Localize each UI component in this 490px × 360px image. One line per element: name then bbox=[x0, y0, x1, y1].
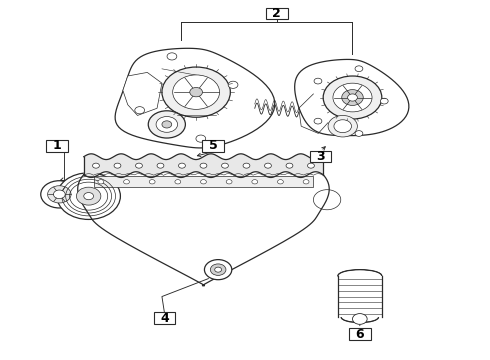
Circle shape bbox=[76, 187, 101, 205]
Text: 1: 1 bbox=[52, 139, 61, 152]
Circle shape bbox=[210, 264, 226, 275]
Text: 2: 2 bbox=[272, 7, 281, 20]
Circle shape bbox=[352, 314, 367, 324]
Circle shape bbox=[162, 121, 172, 128]
Circle shape bbox=[265, 163, 271, 168]
Circle shape bbox=[355, 131, 363, 136]
Polygon shape bbox=[294, 59, 409, 136]
Text: 6: 6 bbox=[356, 328, 364, 341]
Circle shape bbox=[286, 163, 293, 168]
Circle shape bbox=[196, 135, 206, 142]
Circle shape bbox=[190, 87, 202, 97]
Circle shape bbox=[178, 163, 185, 168]
Circle shape bbox=[342, 90, 363, 105]
Circle shape bbox=[175, 180, 181, 184]
Circle shape bbox=[157, 163, 164, 168]
Circle shape bbox=[200, 180, 206, 184]
Circle shape bbox=[380, 98, 388, 104]
Circle shape bbox=[135, 107, 145, 114]
Circle shape bbox=[228, 81, 238, 89]
FancyBboxPatch shape bbox=[46, 140, 68, 152]
Circle shape bbox=[167, 53, 177, 60]
Circle shape bbox=[252, 180, 258, 184]
Circle shape bbox=[314, 190, 341, 210]
Text: 3: 3 bbox=[317, 150, 325, 163]
Circle shape bbox=[221, 163, 228, 168]
Circle shape bbox=[328, 116, 357, 137]
Polygon shape bbox=[123, 72, 162, 116]
FancyBboxPatch shape bbox=[349, 328, 370, 340]
Circle shape bbox=[314, 78, 322, 84]
Circle shape bbox=[226, 180, 232, 184]
Circle shape bbox=[333, 83, 372, 112]
Circle shape bbox=[200, 163, 207, 168]
Circle shape bbox=[136, 163, 143, 168]
Circle shape bbox=[41, 181, 78, 208]
Circle shape bbox=[303, 180, 309, 184]
Circle shape bbox=[308, 163, 315, 168]
Circle shape bbox=[114, 163, 121, 168]
Ellipse shape bbox=[338, 270, 382, 282]
Circle shape bbox=[66, 190, 94, 210]
FancyBboxPatch shape bbox=[202, 140, 224, 152]
Circle shape bbox=[277, 180, 283, 184]
Circle shape bbox=[334, 120, 351, 133]
Polygon shape bbox=[338, 276, 382, 317]
Circle shape bbox=[347, 94, 357, 101]
Circle shape bbox=[355, 66, 363, 72]
Circle shape bbox=[123, 180, 129, 184]
Circle shape bbox=[53, 190, 65, 199]
Text: 5: 5 bbox=[209, 139, 218, 152]
Circle shape bbox=[156, 117, 177, 132]
FancyBboxPatch shape bbox=[310, 151, 331, 162]
Polygon shape bbox=[78, 175, 329, 286]
Ellipse shape bbox=[341, 312, 378, 323]
Circle shape bbox=[243, 163, 250, 168]
Circle shape bbox=[149, 180, 155, 184]
Circle shape bbox=[172, 75, 220, 109]
FancyBboxPatch shape bbox=[94, 176, 314, 187]
Circle shape bbox=[162, 67, 230, 117]
Circle shape bbox=[204, 260, 232, 280]
Circle shape bbox=[84, 193, 94, 200]
Circle shape bbox=[215, 267, 221, 272]
Circle shape bbox=[57, 173, 121, 220]
Circle shape bbox=[93, 163, 99, 168]
Circle shape bbox=[148, 111, 185, 138]
FancyBboxPatch shape bbox=[154, 312, 175, 324]
Circle shape bbox=[323, 76, 382, 119]
Circle shape bbox=[48, 186, 71, 203]
Circle shape bbox=[314, 118, 322, 124]
FancyBboxPatch shape bbox=[266, 8, 288, 19]
Polygon shape bbox=[115, 48, 275, 148]
Circle shape bbox=[98, 180, 104, 184]
Text: 4: 4 bbox=[160, 311, 169, 325]
